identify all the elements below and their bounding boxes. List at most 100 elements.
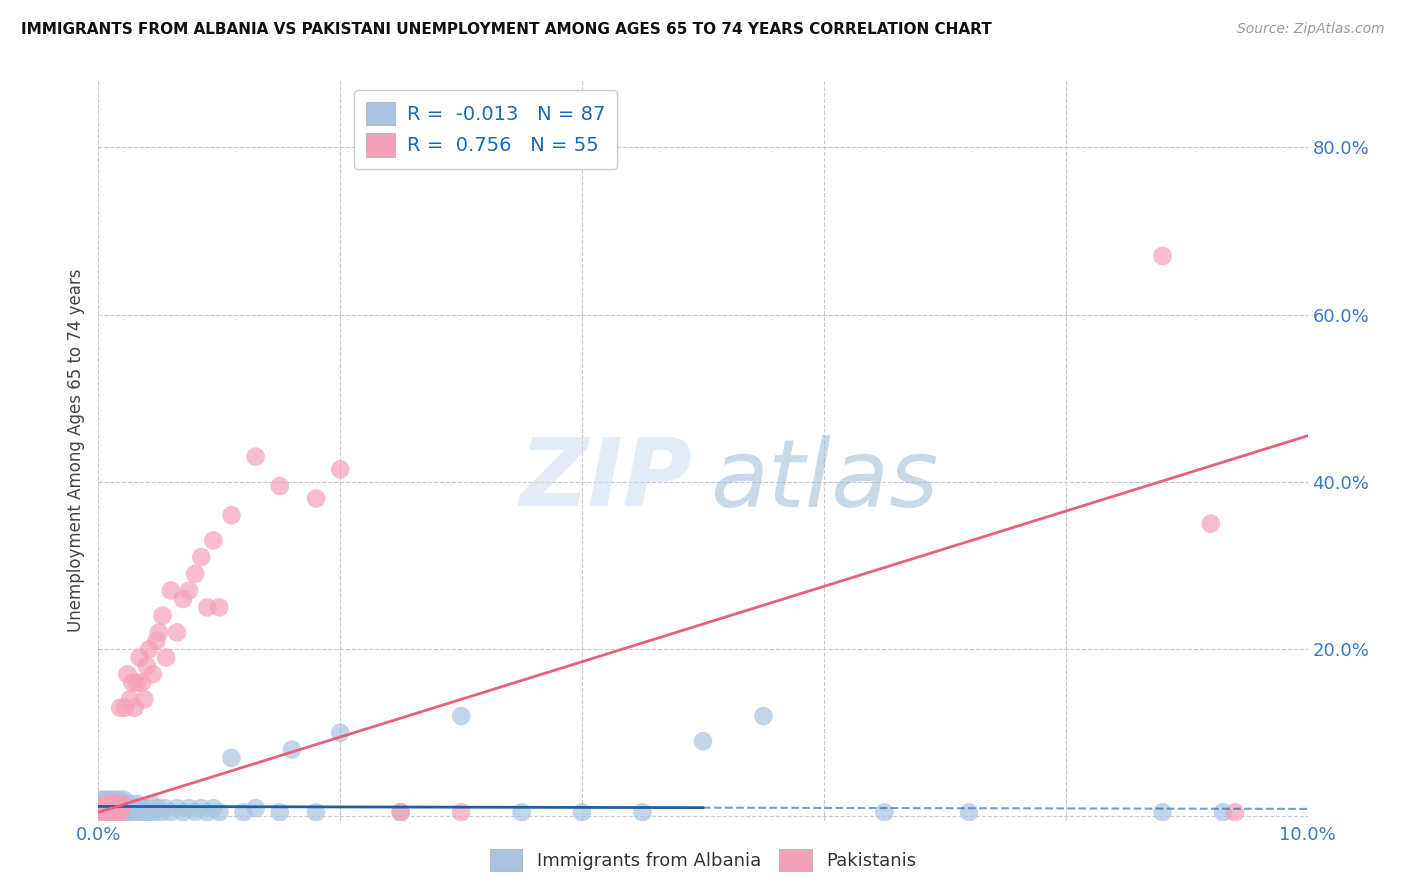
Legend: R =  -0.013   N = 87, R =  0.756   N = 55: R = -0.013 N = 87, R = 0.756 N = 55: [354, 90, 617, 169]
Point: [127, 801, 149, 815]
Point: [571, 805, 593, 820]
Point: [389, 805, 412, 820]
Point: [90, 801, 112, 815]
Point: [112, 793, 135, 807]
Point: [107, 805, 129, 820]
Point: [108, 700, 131, 714]
Point: [221, 508, 243, 523]
Point: [221, 751, 243, 765]
Point: [103, 801, 125, 815]
Point: [91, 801, 114, 815]
Point: [104, 797, 127, 811]
Point: [103, 801, 125, 815]
Point: [107, 801, 129, 815]
Point: [1152, 805, 1174, 820]
Point: [105, 793, 128, 807]
Text: IMMIGRANTS FROM ALBANIA VS PAKISTANI UNEMPLOYMENT AMONG AGES 65 TO 74 YEARS CORR: IMMIGRANTS FROM ALBANIA VS PAKISTANI UNE…: [21, 22, 991, 37]
Point: [91, 793, 114, 807]
Point: [115, 805, 138, 820]
Point: [510, 805, 533, 820]
Point: [1199, 516, 1222, 531]
Point: [208, 805, 231, 820]
Point: [184, 805, 207, 820]
Point: [131, 675, 153, 690]
Point: [111, 797, 134, 811]
Point: [89, 805, 111, 820]
Point: [93, 805, 115, 820]
Point: [145, 633, 167, 648]
Point: [131, 801, 153, 815]
Point: [120, 797, 142, 811]
Point: [90, 797, 112, 811]
Point: [100, 801, 122, 815]
Point: [389, 805, 412, 820]
Point: [329, 726, 352, 740]
Point: [190, 801, 212, 815]
Point: [138, 805, 160, 820]
Point: [91, 801, 114, 815]
Point: [101, 797, 124, 811]
Point: [96, 805, 118, 820]
Point: [128, 650, 150, 665]
Point: [957, 805, 980, 820]
Point: [110, 805, 132, 820]
Point: [100, 797, 122, 811]
Point: [94, 797, 117, 811]
Point: [141, 797, 163, 811]
Point: [245, 801, 267, 815]
Point: [202, 801, 225, 815]
Point: [450, 709, 472, 723]
Point: [100, 797, 122, 811]
Point: [107, 797, 129, 811]
Point: [202, 533, 225, 548]
Point: [450, 805, 472, 820]
Point: [172, 805, 194, 820]
Point: [89, 805, 111, 820]
Point: [110, 805, 132, 820]
Point: [269, 805, 291, 820]
Text: atlas: atlas: [710, 434, 938, 525]
Point: [121, 675, 143, 690]
Point: [179, 583, 201, 598]
Point: [281, 742, 304, 756]
Point: [143, 805, 166, 820]
Point: [692, 734, 714, 748]
Point: [1223, 805, 1246, 820]
Point: [98, 805, 121, 820]
Point: [160, 583, 183, 598]
Text: ZIP: ZIP: [520, 434, 693, 526]
Point: [101, 793, 124, 807]
Point: [91, 797, 114, 811]
Point: [166, 801, 188, 815]
Point: [190, 550, 212, 565]
Point: [101, 805, 124, 820]
Point: [108, 797, 131, 811]
Point: [195, 600, 218, 615]
Point: [134, 692, 156, 706]
Point: [94, 801, 117, 815]
Point: [752, 709, 775, 723]
Point: [108, 801, 131, 815]
Point: [97, 801, 120, 815]
Point: [97, 793, 120, 807]
Point: [124, 805, 146, 820]
Point: [184, 566, 207, 581]
Point: [96, 801, 118, 815]
Point: [100, 805, 122, 820]
Point: [135, 801, 157, 815]
Point: [98, 801, 121, 815]
Point: [153, 801, 176, 815]
Point: [179, 801, 201, 815]
Point: [105, 805, 128, 820]
Point: [121, 801, 143, 815]
Y-axis label: Unemployment Among Ages 65 to 74 years: Unemployment Among Ages 65 to 74 years: [66, 268, 84, 632]
Point: [195, 805, 218, 820]
Point: [108, 801, 131, 815]
Point: [124, 700, 146, 714]
Point: [96, 797, 118, 811]
Point: [93, 793, 115, 807]
Point: [90, 805, 112, 820]
Point: [111, 801, 134, 815]
Point: [232, 805, 254, 820]
Point: [114, 801, 136, 815]
